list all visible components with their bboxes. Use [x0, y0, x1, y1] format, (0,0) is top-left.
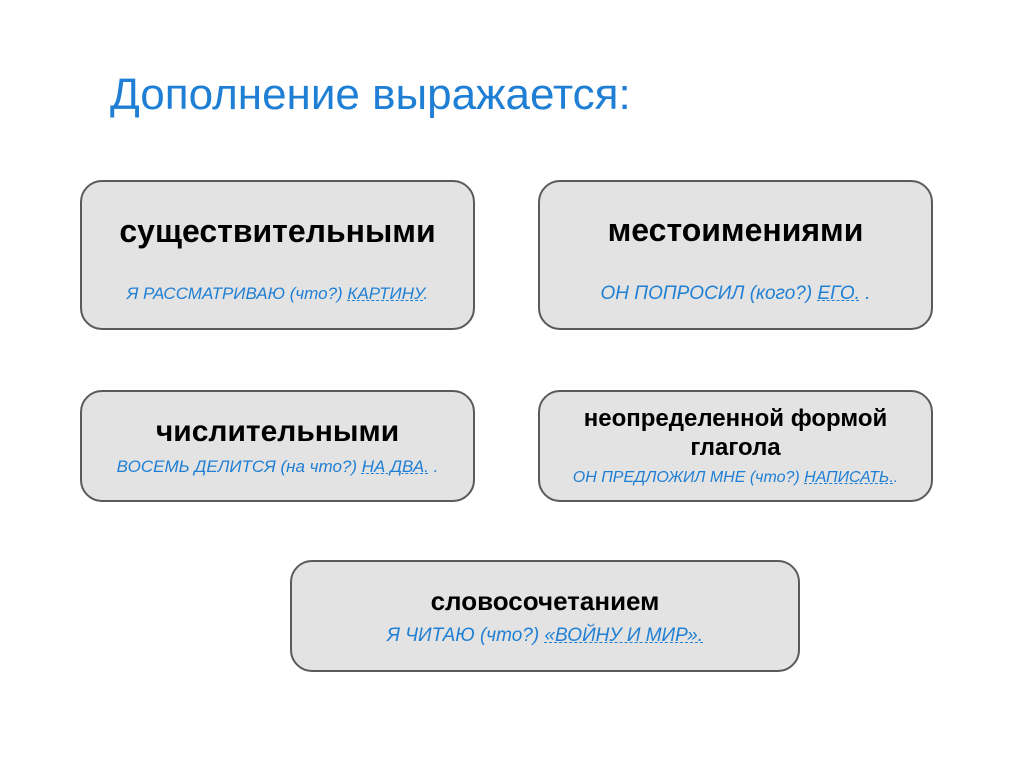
example-post: . — [424, 284, 429, 303]
example-pre: Я РАССМАТРИВАЮ (что?) — [127, 284, 348, 303]
card-title: неопределенной формой глагола — [552, 405, 919, 463]
card-example: ОН ПРЕДЛОЖИЛ МНЕ (что?) НАПИСАТЬ.. — [573, 469, 898, 487]
card-example: Я ЧИТАЮ (что?) «ВОЙНУ И МИР». — [387, 625, 703, 647]
example-underlined: КАРТИНУ — [347, 284, 423, 303]
page-title: Дополнение выражается: — [110, 70, 631, 120]
example-pre: ОН ПРЕДЛОЖИЛ МНЕ (что?) — [573, 469, 804, 486]
example-pre: ВОСЕМЬ ДЕЛИТСЯ (на что?) — [117, 457, 362, 476]
card-title: числительными — [156, 415, 399, 449]
card-infinitive: неопределенной формой глагола ОН ПРЕДЛОЖ… — [538, 390, 933, 502]
card-numerals: числительными ВОСЕМЬ ДЕЛИТСЯ (на что?) Н… — [80, 390, 475, 502]
example-underlined: «ВОЙНУ И МИР». — [544, 625, 703, 646]
example-post: . — [860, 283, 871, 304]
card-title: местоимениями — [608, 212, 864, 249]
card-title: словосочетанием — [431, 586, 660, 617]
card-pronouns: местоимениями ОН ПОПРОСИЛ (кого?) ЕГО. . — [538, 180, 933, 330]
example-underlined: ЕГО. — [817, 283, 859, 304]
example-post: . — [429, 457, 438, 476]
example-post: . — [894, 469, 898, 486]
card-example: ОН ПОПРОСИЛ (кого?) ЕГО. . — [601, 283, 871, 305]
example-pre: ОН ПОПРОСИЛ (кого?) — [601, 283, 818, 304]
card-example: Я РАССМАТРИВАЮ (что?) КАРТИНУ. — [127, 284, 429, 304]
example-underlined: НА ДВА. — [362, 457, 429, 476]
card-example: ВОСЕМЬ ДЕЛИТСЯ (на что?) НА ДВА. . — [117, 457, 439, 477]
example-underlined: НАПИСАТЬ. — [804, 469, 894, 486]
example-pre: Я ЧИТАЮ (что?) — [387, 625, 544, 646]
card-title: существительными — [119, 213, 435, 250]
card-phrase: словосочетанием Я ЧИТАЮ (что?) «ВОЙНУ И … — [290, 560, 800, 672]
card-nouns: существительными Я РАССМАТРИВАЮ (что?) К… — [80, 180, 475, 330]
